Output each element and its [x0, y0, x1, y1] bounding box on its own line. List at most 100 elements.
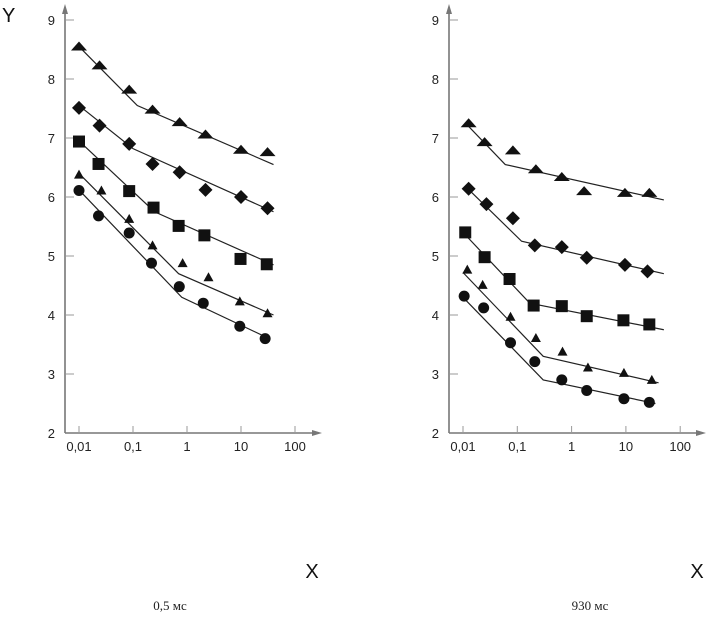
data-point-square: [92, 157, 105, 170]
data-point-triangle: [259, 147, 276, 157]
data-point-triangle: [646, 374, 657, 384]
data-point-diamond: [92, 118, 107, 133]
data-point-triangle: [504, 145, 521, 155]
data-point-circle: [581, 385, 593, 397]
data-point-triangle: [476, 137, 493, 147]
data-point-square: [234, 252, 247, 265]
fit-line: [466, 124, 664, 201]
fit-line: [466, 187, 664, 275]
x-axis-arrow-icon: [696, 430, 706, 436]
data-point-diamond: [72, 100, 86, 115]
data-point-diamond: [260, 201, 275, 216]
fit-line: [78, 46, 274, 166]
y-tick-label: 3: [432, 367, 439, 382]
data-point-triangle: [527, 164, 544, 174]
x-tick-label: 0,01: [450, 439, 475, 454]
data-point-triangle: [530, 333, 541, 343]
chart-panel-2: 2 3 4 5 6 7 8 9 0,01 0,1 1 10 100 X 930 мс: [432, 4, 706, 613]
data-point-circle: [259, 333, 271, 345]
y-axis-arrow-icon: [446, 4, 452, 14]
series-triangles-small: [74, 169, 274, 318]
data-point-square: [459, 226, 472, 239]
x-tick-label: 100: [669, 439, 691, 454]
data-point-diamond: [505, 211, 520, 226]
data-point-square: [172, 219, 185, 232]
fit-line: [462, 272, 659, 384]
x-tick-label: 0,01: [66, 439, 91, 454]
series-diamonds: [461, 181, 664, 279]
y-axis-arrow-icon: [62, 4, 68, 14]
data-point-diamond: [234, 190, 248, 204]
y-tick-label: 7: [432, 131, 439, 146]
data-point-triangle: [91, 60, 108, 70]
y-tick-label: 2: [48, 426, 55, 441]
data-point-square: [478, 251, 491, 264]
data-point-diamond: [479, 197, 494, 212]
data-point-triangle: [171, 117, 188, 127]
y-tick-label: 5: [48, 249, 55, 264]
data-point-triangle: [124, 213, 135, 223]
data-point-square: [198, 229, 211, 242]
data-point-circle: [458, 290, 470, 302]
data-point-square: [555, 300, 568, 313]
data-point-square: [260, 258, 273, 271]
y-tick-label: 9: [48, 13, 55, 28]
data-point-square: [643, 318, 656, 331]
data-point-triangle: [576, 186, 593, 196]
data-point-circle: [529, 356, 541, 368]
data-point-triangle: [618, 367, 629, 377]
data-point-triangle: [477, 279, 488, 289]
data-point-circle: [643, 396, 655, 408]
y-tick-label: 6: [432, 190, 439, 205]
y-tick-label: 5: [432, 249, 439, 264]
data-point-circle: [618, 393, 630, 405]
data-point-circle: [93, 210, 105, 222]
series-squares: [73, 135, 274, 271]
chart-caption: 930 мс: [572, 598, 609, 613]
data-point-triangle: [233, 144, 249, 154]
y-tick-label: 8: [48, 72, 55, 87]
data-point-triangle: [203, 272, 214, 282]
series-circles: [73, 185, 271, 345]
data-point-diamond: [172, 165, 187, 180]
data-point-square: [617, 314, 630, 327]
x-tick-label: 0,1: [124, 439, 142, 454]
data-point-square: [503, 273, 516, 286]
data-point-triangle: [234, 296, 245, 306]
data-point-circle: [556, 374, 568, 386]
y-tick-label: 4: [48, 308, 55, 323]
data-point-triangle: [71, 41, 87, 51]
data-point-triangle: [197, 129, 214, 139]
data-point-diamond: [640, 264, 655, 279]
x-tick-label: 10: [234, 439, 248, 454]
data-point-triangle: [505, 311, 516, 321]
data-point-triangle: [177, 258, 188, 268]
data-point-square: [73, 135, 85, 148]
series-circles: [458, 290, 656, 408]
x-axis-label: X: [305, 561, 318, 583]
data-point-triangle: [557, 346, 568, 356]
x-tick-label: 0,1: [508, 439, 526, 454]
data-point-circle: [234, 320, 246, 332]
y-tick-label: 9: [432, 13, 439, 28]
data-point-circle: [505, 337, 517, 349]
data-point-diamond: [527, 238, 542, 253]
chart-caption: 0,5 мс: [153, 598, 187, 613]
data-point-square: [527, 299, 540, 312]
data-point-circle: [197, 297, 209, 309]
data-point-triangle: [616, 187, 633, 197]
data-point-triangle: [262, 308, 273, 318]
data-point-triangle: [641, 187, 658, 197]
y-tick-label: 2: [432, 426, 439, 441]
data-point-square: [147, 201, 160, 214]
data-point-square: [123, 185, 136, 198]
data-point-triangle: [147, 240, 158, 250]
data-point-circle: [478, 302, 490, 314]
series-squares: [459, 226, 664, 331]
series-diamonds: [72, 100, 275, 216]
data-point-circle: [173, 281, 185, 293]
fit-line: [462, 296, 656, 405]
series-triangles-small: [462, 264, 659, 384]
data-point-diamond: [122, 136, 137, 151]
fit-line: [78, 105, 274, 213]
